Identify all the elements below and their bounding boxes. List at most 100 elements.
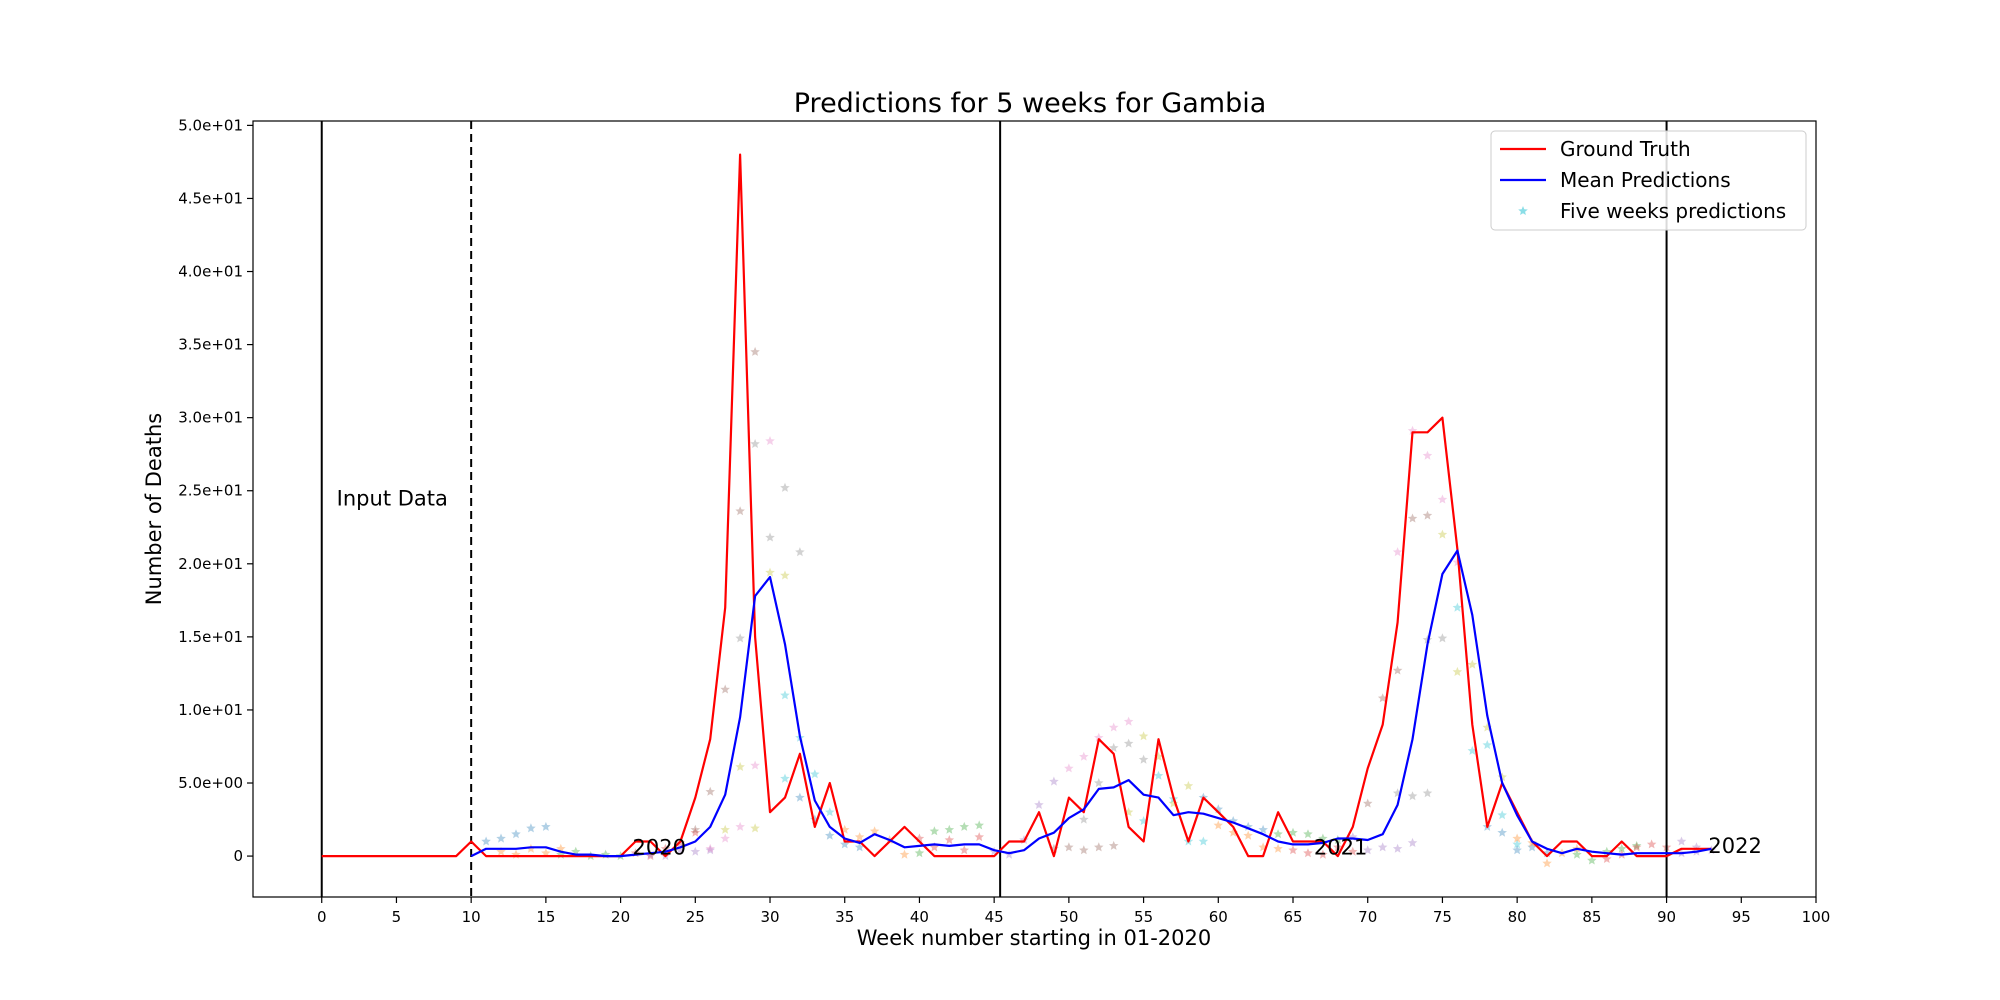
prediction-point [720,824,730,834]
x-tick-label: 20 [611,908,630,926]
prediction-point [735,506,745,516]
prediction-point [1258,824,1268,834]
prediction-point [944,835,955,845]
y-tick-label: 5.0e+01 [178,116,243,134]
prediction-point [1467,659,1478,669]
x-axis-ticks: 0 5 10 15 20 25 30 35 40 45 50 55 60 65 70 75 80 85 90 95 10… [317,897,1830,926]
annotation-text: 2022 [1708,834,1761,858]
prediction-point [929,826,940,836]
y-tick-label: 5.0e+00 [178,774,243,792]
prediction-point [1587,855,1597,865]
x-tick-label: 95 [1732,908,1751,926]
prediction-point [1377,842,1388,852]
annotation-text: 2021 [1314,836,1367,860]
prediction-point [511,829,521,839]
x-tick-label: 60 [1209,908,1228,926]
prediction-point [541,848,551,858]
prediction-point [1303,848,1313,858]
prediction-point [526,823,536,833]
chart-title: Predictions for 5 weeks for Gambia [794,88,1267,119]
prediction-point [1079,751,1089,761]
prediction-point [1542,858,1552,868]
annotation-text: 2020 [633,836,686,860]
prediction-point [1482,740,1492,750]
x-tick-label: 85 [1582,908,1601,926]
prediction-point [1064,842,1074,852]
plot-area-frame [252,120,1817,898]
prediction-point [1437,529,1448,539]
y-tick-label: 2.0e+01 [178,555,243,573]
y-tick-label: 4.5e+01 [178,189,243,207]
legend-box [1490,130,1807,231]
prediction-point [1064,763,1074,773]
prediction-point [1602,846,1612,856]
y-tick-label: 1.0e+01 [178,701,243,719]
prediction-point [765,532,775,542]
vertical-marker-lines [320,121,1668,897]
prediction-point [1676,836,1687,846]
prediction-point [1497,810,1507,820]
prediction-point [1497,772,1507,782]
y-axis-ticks: 0 5.0e+00 1.0e+01 1.5e+01 2.0e+01 2.5e+01 3.0e… [178,116,253,865]
prediction-point [1512,845,1522,855]
prediction-point [690,824,701,834]
prediction-point [1392,547,1403,557]
x-tick-label: 10 [462,908,481,926]
prediction-point [541,821,551,831]
prediction-point [1123,716,1134,726]
prediction-point [1153,770,1164,780]
prediction-point [1407,791,1418,801]
prediction-point [735,633,745,643]
prediction-point [1213,820,1223,830]
y-tick-label: 4.0e+01 [178,263,243,281]
prediction-point [645,851,656,861]
prediction-point [1617,843,1627,853]
prediction-point [1646,839,1657,849]
prediction-point [1079,845,1089,855]
prediction-point [481,836,491,846]
prediction-point [750,823,760,833]
annotation-text: Input Data [337,486,448,510]
series-lines [321,153,1712,858]
prediction-point [1602,854,1612,863]
prediction-point [1108,722,1119,732]
x-tick-label: 50 [1059,908,1078,926]
prediction-point [1407,513,1418,523]
prediction-point [1079,814,1089,824]
prediction-point [1094,778,1104,788]
x-tick-label: 25 [686,908,705,926]
prediction-point [765,436,775,446]
prediction-point [690,846,701,856]
prediction-point [1348,846,1358,856]
y-tick-label: 1.5e+01 [178,628,243,646]
prediction-point [780,570,790,580]
prediction-point [1392,843,1403,853]
x-tick-label: 70 [1358,908,1377,926]
prediction-point [1213,804,1223,814]
legend-label: Mean Predictions [1560,168,1731,192]
prediction-point [1228,827,1238,837]
prediction-point [1243,830,1253,840]
prediction-point [1392,788,1403,798]
prediction-point [974,820,984,830]
prediction-point [854,842,865,852]
x-tick-label: 80 [1508,908,1527,926]
prediction-point [496,833,506,843]
prediction-point [1138,754,1149,764]
prediction-point [1094,842,1104,852]
prediction-point [840,839,850,849]
prediction-point [1094,732,1104,742]
prediction-point [1318,849,1328,859]
prediction-point [810,769,820,779]
prediction-point [1437,633,1448,643]
prediction-point [1363,798,1373,808]
prediction-point [720,684,730,694]
y-tick-label: 3.5e+01 [178,336,243,354]
y-tick-label: 0 [233,847,243,865]
prediction-point [1108,742,1119,752]
prediction-point [705,845,715,855]
prediction-point [1363,845,1373,855]
annotations: Input Data 2020 2021 2022 [337,486,1762,859]
legend-star-swatch [1518,206,1528,215]
prediction-point [1303,829,1313,839]
